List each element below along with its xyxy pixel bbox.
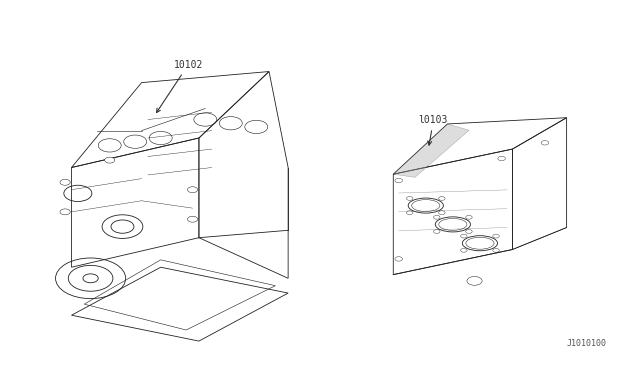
- Circle shape: [395, 178, 403, 183]
- Circle shape: [466, 215, 472, 219]
- Circle shape: [541, 141, 548, 145]
- Polygon shape: [394, 124, 469, 177]
- Circle shape: [493, 248, 499, 252]
- Circle shape: [188, 216, 198, 222]
- Text: l0103: l0103: [419, 115, 448, 145]
- Circle shape: [395, 257, 403, 261]
- Circle shape: [104, 157, 115, 163]
- Circle shape: [438, 211, 445, 215]
- Circle shape: [461, 248, 467, 252]
- Circle shape: [461, 234, 467, 238]
- Text: 10102: 10102: [157, 60, 203, 112]
- Text: J1010100: J1010100: [567, 340, 607, 349]
- Circle shape: [60, 209, 70, 215]
- Circle shape: [188, 187, 198, 193]
- Circle shape: [493, 234, 499, 238]
- Circle shape: [498, 156, 506, 161]
- Circle shape: [406, 196, 413, 201]
- Circle shape: [60, 179, 70, 185]
- Circle shape: [433, 230, 440, 233]
- Circle shape: [466, 230, 472, 233]
- Circle shape: [406, 211, 413, 215]
- Circle shape: [438, 196, 445, 201]
- Circle shape: [433, 215, 440, 219]
